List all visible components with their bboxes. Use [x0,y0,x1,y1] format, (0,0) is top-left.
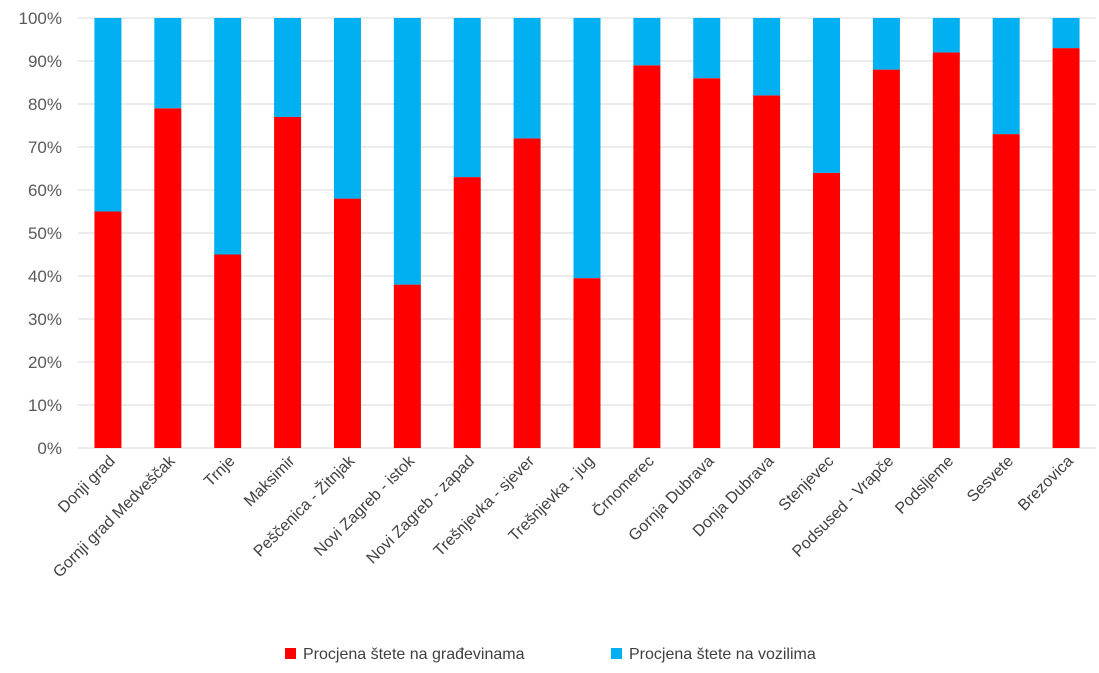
bar-buildings [154,108,182,449]
y-tick-label: 60% [28,181,62,200]
legend-label-vehicles: Procjena štete na vozilima [629,646,816,663]
bar-buildings [274,116,302,449]
x-category-label: Maksimir [241,452,299,510]
bar-buildings [393,284,421,448]
bar-vehicles [154,18,182,109]
bar-vehicles [932,18,960,53]
x-category-label: Peščenica - Žitnjak [249,451,359,561]
bar-vehicles [633,18,661,66]
y-tick-label: 70% [28,138,62,157]
bar-buildings [753,95,781,449]
x-category-label: Donji grad [55,453,119,517]
y-tick-label: 40% [28,267,62,286]
legend-label-buildings: Procjena štete na građevinama [303,646,525,663]
bar-buildings [813,172,841,449]
bars [94,18,1080,449]
legend-swatch-vehicles [611,648,622,659]
x-category-label: Stenjevec [776,453,838,515]
bar-buildings [453,177,481,448]
bar-vehicles [753,18,781,96]
y-tick-label: 30% [28,310,62,329]
x-category-label: Brezovica [1015,453,1077,515]
y-tick-label: 20% [28,353,62,372]
x-category-label: Podsljeme [892,453,957,518]
y-tick-label: 10% [28,396,62,415]
x-category-label: Sesvete [964,453,1017,506]
y-tick-label: 0% [37,439,62,458]
bar-vehicles [992,18,1020,135]
x-category-label: Novi Zagreb - zapad [364,453,479,568]
bar-buildings [693,78,721,448]
bar-vehicles [813,18,841,173]
bar-buildings [633,65,661,449]
bar-vehicles [94,18,122,212]
bar-buildings [932,52,960,449]
legend-swatch-buildings [285,648,296,659]
y-tick-label: 50% [28,224,62,243]
y-tick-label: 100% [19,9,62,28]
x-category-label: Trešnjevka - sjever [431,452,539,560]
bar-vehicles [274,18,302,117]
x-category-label: Podsused - Vrapče [789,453,897,561]
bar-vehicles [872,18,900,70]
bar-buildings [1052,48,1080,448]
bar-buildings [992,134,1020,448]
bar-buildings [214,254,242,448]
bar-vehicles [453,18,481,178]
y-axis-tick-labels: 0% 10% 20% 30% 40% 50% 60% 70% 80% 90% 100% [19,9,62,458]
bar-vehicles [573,18,601,279]
y-tick-label: 90% [28,52,62,71]
bar-vehicles [214,18,242,255]
bar-buildings [513,138,541,448]
x-category-label: Gornji grad Medveščak [50,452,179,581]
bar-buildings [872,69,900,448]
bar-buildings [573,278,601,448]
bar-vehicles [1052,18,1080,49]
y-tick-label: 80% [28,95,62,114]
bar-buildings [94,211,122,448]
legend: Procjena štete na građevinama Procjena š… [285,646,816,663]
bar-vehicles [333,18,361,199]
bar-vehicles [393,18,421,285]
x-category-label: Novi Zagreb - istok [311,452,419,560]
bar-vehicles [693,18,721,79]
x-category-label: Trnje [201,453,238,490]
bar-vehicles [513,18,541,139]
bar-buildings [333,198,361,448]
